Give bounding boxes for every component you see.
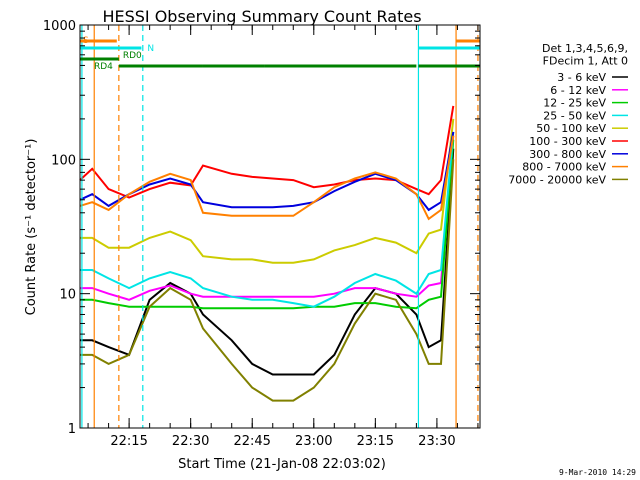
legend-label-7000-20000-kev: 7000 - 20000 keV: [508, 173, 606, 186]
series-line-100-300-kev: [79, 105, 455, 199]
legend-title-line: FDecim 1, Att 0: [543, 55, 628, 68]
legend-title-line: Det 1,3,4,5,6,9,: [542, 42, 628, 55]
flag-label-n: N: [147, 44, 154, 54]
legend-label-25-50-kev: 25 - 50 keV: [543, 109, 606, 122]
x-tick-label: 23:00: [295, 434, 332, 449]
series-line-300-800-kev: [79, 131, 455, 212]
series-line-50-100-kev: [79, 118, 455, 264]
x-tick-label: 22:15: [110, 434, 147, 449]
legend-label-100-300-kev: 100 - 300 keV: [529, 135, 606, 148]
series-line-25-50-kev: [79, 131, 455, 308]
y-tick-label: 1000: [43, 19, 76, 34]
flag-label-rd4: RD4: [94, 62, 113, 72]
legend-label-12-25-kev: 12 - 25 keV: [543, 97, 606, 110]
flag-bars-layer: S N RD0 RD4: [80, 36, 480, 72]
series-line-800-7000-kev: [79, 135, 455, 221]
vertical-markers-layer: [81, 25, 479, 428]
series-line-6-12-kev: [79, 135, 455, 301]
y-tick-label: 100: [51, 153, 76, 168]
legend: Det 1,3,4,5,6,9,FDecim 1, Att 0 3 - 6 keV…: [508, 42, 628, 186]
flag-label-s: S: [83, 36, 89, 46]
plot-frame: [79, 24, 481, 429]
footer-timestamp: 9-Mar-2010 14:29: [559, 468, 636, 477]
legend-label-300-800-kev: 300 - 800 keV: [529, 148, 606, 161]
legend-label-50-100-kev: 50 - 100 keV: [536, 122, 606, 135]
series-layer: [79, 105, 455, 402]
legend-label-6-12-kev: 6 - 12 keV: [550, 84, 606, 97]
x-tick-label: 23:15: [357, 434, 394, 449]
y-tick-label: 1: [68, 422, 76, 437]
axes-layer: 1 10 100 1000 22:15 22:30 22:45 23:00 23:15 23:30: [43, 19, 481, 449]
series-line-7000-20000-kev: [79, 159, 455, 402]
x-tick-label: 22:45: [233, 434, 270, 449]
y-axis-label: Count Rate (s⁻¹ detector⁻¹): [24, 139, 39, 316]
y-tick-label: 10: [59, 288, 76, 303]
x-tick-label: 23:30: [418, 434, 455, 449]
chart-title: HESSI Observing Summary Count Rates: [102, 7, 421, 26]
x-tick-label: 22:30: [172, 434, 209, 449]
series-line-12-25-kev: [79, 139, 455, 310]
legend-label-800-7000-kev: 800 - 7000 keV: [522, 161, 606, 174]
legend-label-3-6-kev: 3 - 6 keV: [557, 71, 606, 84]
y-axis-label-group: Count Rate (s⁻¹ detector⁻¹): [24, 139, 39, 316]
x-axis-label: Start Time (21-Jan-08 22:03:02): [178, 457, 386, 472]
flag-label-rd0: RD0: [123, 51, 142, 61]
